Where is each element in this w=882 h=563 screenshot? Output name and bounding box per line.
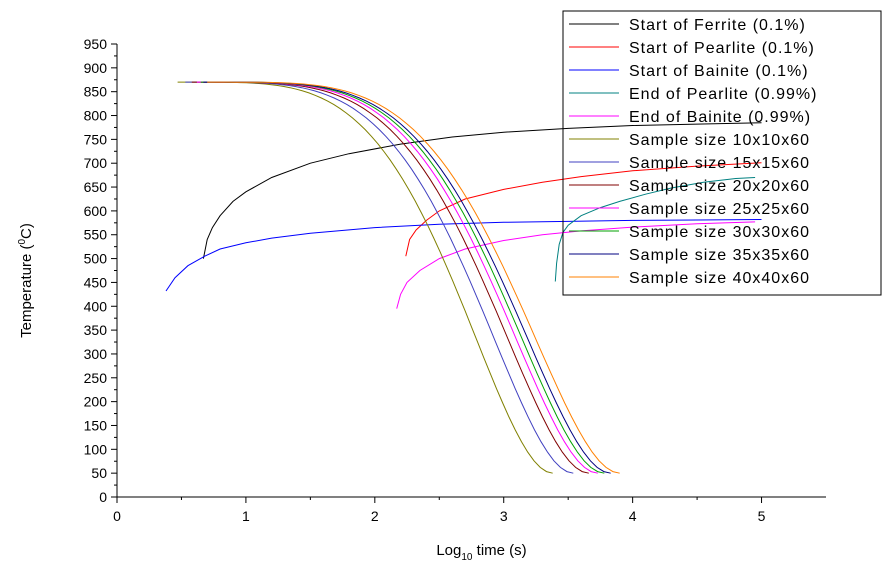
legend-label: Sample size 30x30x60 [629,224,810,241]
legend-label: Start of Pearlite (0.1%) [629,40,815,57]
y-tick-label: 150 [84,417,108,433]
y-tick-label: 0 [99,489,107,505]
legend-label: Sample size 25x25x60 [629,201,810,218]
y-tick-label: 450 [84,274,108,290]
axes: 0501001502002503003504004505005506006507… [84,36,826,524]
y-tick-label: 950 [84,36,108,52]
y-axis-label: Temperature (0C) [17,223,35,338]
series-start-of-pearlite-0-1 [405,162,762,257]
x-tick-label: 2 [371,508,379,524]
legend-label: Sample size 15x15x60 [629,155,810,172]
series-sample-size-10x10x60 [177,81,553,474]
y-tick-label: 300 [84,346,108,362]
y-tick-label: 900 [84,60,108,76]
series-sample-size-40x40x60 [207,81,620,474]
series-sample-size-15x15x60 [185,81,574,474]
x-tick-label: 3 [500,508,508,524]
legend-label: End of Bainite (0.99%) [629,109,811,126]
legend-label: Sample size 35x35x60 [629,247,810,264]
y-tick-label: 50 [91,465,107,481]
series-sample-size-25x25x60 [196,81,598,474]
y-tick-label: 350 [84,322,108,338]
y-tick-label: 100 [84,441,108,457]
x-axis-label: Log10 time (s) [436,542,526,563]
x-tick-label: 1 [242,508,250,524]
series-start-of-ferrite-0-1 [202,122,762,259]
y-tick-label: 550 [84,227,108,243]
legend-box [562,10,882,296]
y-tick-label: 650 [84,179,108,195]
legend-label: Sample size 10x10x60 [629,132,810,149]
y-tick-label: 250 [84,370,108,386]
legend-label: Start of Bainite (0.1%) [629,63,809,80]
y-tick-label: 700 [84,155,108,171]
y-tick-label: 800 [84,108,108,124]
legend-label: End of Pearlite (0.99%) [629,86,817,103]
legend-label: Sample size 40x40x60 [629,270,810,287]
legend: Start of Ferrite (0.1%) Start of Pearlite… [562,10,882,296]
y-tick-label: 600 [84,203,108,219]
series-sample-size-30x30x60 [200,81,605,474]
legend-label: Sample size 20x20x60 [629,178,810,195]
y-tick-label: 850 [84,84,108,100]
x-tick-label: 4 [629,508,637,524]
curves [165,81,762,474]
x-tick-label: 5 [758,508,766,524]
y-tick-label: 750 [84,131,108,147]
y-tick-label: 200 [84,394,108,410]
y-tick-label: 400 [84,298,108,314]
y-tick-label: 500 [84,251,108,267]
series-start-of-bainite-0-1 [165,219,762,292]
legend-label: Start of Ferrite (0.1%) [629,17,806,34]
x-tick-label: 0 [113,508,121,524]
